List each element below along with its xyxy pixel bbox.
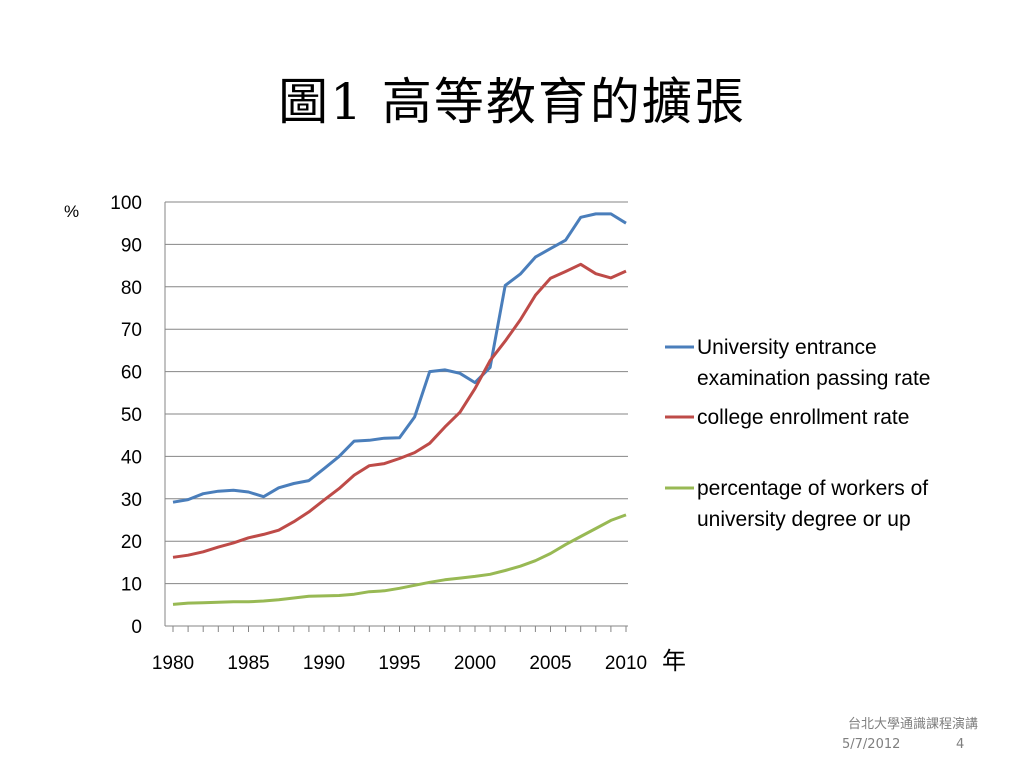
series-line-3 — [172, 513, 627, 606]
x-tick-label: 1995 — [378, 653, 420, 674]
gridlines — [165, 201, 628, 627]
legend-label: percentage of workers of university degre… — [697, 477, 928, 531]
x-tick-label: 1980 — [152, 653, 194, 674]
x-tick-label: 2000 — [454, 653, 496, 674]
y-tick-label: 10 — [121, 575, 142, 596]
footer-date: 5/7/2012 — [842, 737, 901, 752]
series-line-1 — [172, 212, 627, 504]
y-axis-ticks: 0 10 20 30 40 50 60 70 80 90 100 — [110, 193, 142, 638]
y-tick-label: 50 — [121, 405, 142, 426]
y-tick-label: 40 — [121, 447, 142, 468]
y-tick-label: 100 — [110, 193, 142, 214]
legend-entry-1: University entrance examination passing r… — [665, 336, 930, 390]
legend-entry-2: college enrollment rate — [665, 406, 909, 429]
y-axis-label: % — [64, 202, 79, 221]
slide-title: 圖1 高等教育的擴張 — [278, 73, 746, 131]
y-tick-label: 90 — [121, 235, 142, 256]
x-tick-label: 2005 — [529, 653, 571, 674]
series-line-2 — [172, 262, 627, 559]
series-lines — [172, 212, 627, 606]
y-tick-label: 30 — [121, 490, 142, 511]
x-tick-label: 1985 — [227, 653, 269, 674]
x-axis-ticks: 1980 1985 1990 1995 2000 2005 2010 — [152, 626, 647, 674]
x-axis-label: 年 — [662, 647, 686, 675]
x-tick-label: 1990 — [303, 653, 345, 674]
legend: University entrance examination passing r… — [665, 336, 930, 531]
y-tick-label: 0 — [131, 617, 142, 638]
y-tick-label: 20 — [121, 532, 142, 553]
y-tick-label: 60 — [121, 363, 142, 384]
x-tick-label: 2010 — [605, 653, 647, 674]
legend-label: University entrance examination passing r… — [697, 336, 930, 390]
legend-label: college enrollment rate — [697, 406, 909, 429]
footer-course: 台北大學通識課程演講 — [847, 717, 978, 732]
y-tick-label: 80 — [121, 278, 142, 299]
legend-entry-3: percentage of workers of university degre… — [665, 477, 928, 531]
footer-page-number: 4 — [956, 737, 965, 752]
y-tick-label: 70 — [121, 320, 142, 341]
